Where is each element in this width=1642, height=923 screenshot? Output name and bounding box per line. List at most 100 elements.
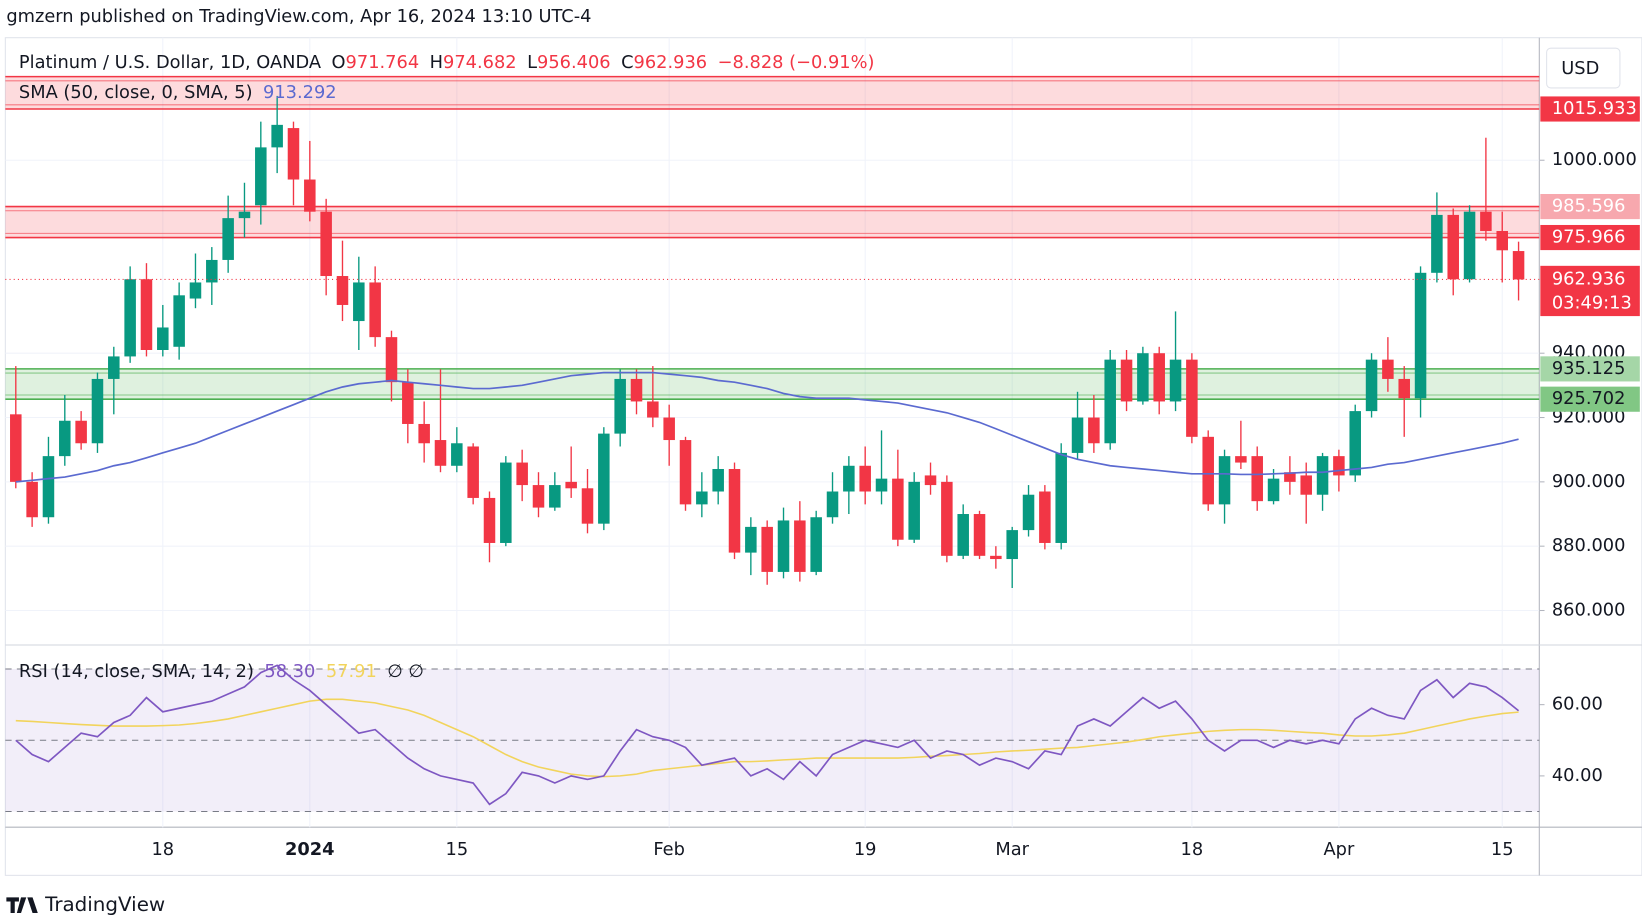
candle-body xyxy=(875,478,888,492)
candle-body xyxy=(1267,478,1280,502)
candle-body xyxy=(1300,475,1312,495)
candle-body xyxy=(238,211,251,219)
candle-body xyxy=(1022,494,1035,531)
candle-body xyxy=(745,526,757,553)
candle-body xyxy=(157,327,169,350)
y-tick-label: 860.000 xyxy=(1552,600,1626,621)
price-label-box xyxy=(1540,224,1640,251)
candle-body xyxy=(1512,251,1525,280)
price-label-box xyxy=(1540,96,1640,122)
candle-body xyxy=(222,218,234,260)
legend-key: O xyxy=(332,52,346,73)
candle-body xyxy=(402,382,414,424)
rsi-legend: RSI (14, close, SMA, 14, 2) 58.30 57.91 ∅ ∅ xyxy=(19,661,424,682)
candle-body xyxy=(418,423,430,444)
currency-button[interactable] xyxy=(1546,47,1621,89)
candle-body xyxy=(516,462,528,486)
rsi-line xyxy=(15,664,1520,806)
price-label: 985.596 xyxy=(1552,196,1626,217)
candle-body xyxy=(483,497,496,543)
rsi-legend-title: RSI (14, close, SMA, 14, 2) xyxy=(19,661,254,682)
candle-body xyxy=(973,514,986,556)
zone xyxy=(5,368,1540,400)
candle-body xyxy=(1365,359,1378,412)
published-note: gmzern published on TradingView.com, Apr… xyxy=(6,6,591,27)
y-tick-label: 1000.000 xyxy=(1552,149,1637,170)
candle-body xyxy=(500,462,512,543)
footer: TradingView xyxy=(6,893,165,916)
candle-body xyxy=(1398,378,1410,399)
x-tick-label: 15 xyxy=(1491,839,1514,860)
candle-body xyxy=(647,401,659,418)
x-tick-label: Apr xyxy=(1323,839,1354,860)
price-label: 925.702 xyxy=(1552,388,1626,409)
candle-body xyxy=(630,378,643,402)
candle-body xyxy=(42,456,55,518)
candle-body xyxy=(924,475,937,486)
candle-body xyxy=(1088,417,1100,444)
candle-body xyxy=(140,279,153,350)
candle-body xyxy=(892,478,904,540)
candle-body xyxy=(1349,411,1361,476)
candle-body xyxy=(859,465,871,492)
sma-line xyxy=(15,371,1519,483)
y-tick-label: 880.000 xyxy=(1552,535,1626,556)
rsi-signal-line xyxy=(15,698,1519,778)
candle-body xyxy=(1414,272,1427,399)
candle-body xyxy=(1120,359,1133,402)
candle-body xyxy=(189,282,202,299)
legend: SMA (50, close, 0, SMA, 5) 913.292 xyxy=(19,82,337,103)
candle-body xyxy=(108,356,120,379)
candle-body xyxy=(451,443,463,466)
candle-body xyxy=(467,446,479,498)
candle-body xyxy=(336,276,349,305)
currency-label[interactable]: USD xyxy=(1561,58,1599,79)
legend-key: H xyxy=(430,52,443,73)
legend-value: 962.936 xyxy=(634,52,708,73)
candle-body xyxy=(1202,436,1214,505)
candle-body xyxy=(908,481,920,540)
candle-body xyxy=(1071,417,1084,453)
candle-body xyxy=(1463,211,1476,280)
rsi-extra: ∅ ∅ xyxy=(387,661,424,682)
legend: Platinum / U.S. Dollar, 1D, OANDA O971.76… xyxy=(19,52,875,73)
candle-body xyxy=(663,417,675,441)
brand-logo xyxy=(6,897,38,914)
x-tick-label: 18 xyxy=(151,839,174,860)
candle-body xyxy=(1006,530,1018,560)
candle-body xyxy=(532,485,545,508)
price-axis: USD 860.000880.000900.000920.000940.0001… xyxy=(151,47,1640,860)
candle-body xyxy=(598,433,610,524)
candle-body xyxy=(712,468,724,492)
candle-body xyxy=(565,481,577,489)
candle-body xyxy=(75,420,87,444)
candle-body xyxy=(173,295,185,347)
countdown: 03:49:13 xyxy=(1552,293,1632,314)
candle-body xyxy=(1431,214,1443,273)
candle-body xyxy=(1284,472,1296,482)
candle-body xyxy=(320,211,332,277)
candle-body xyxy=(385,337,398,383)
candle-body xyxy=(1039,491,1051,543)
legend-symbol: Platinum / U.S. Dollar, 1D, OANDA xyxy=(19,52,322,73)
candle-body xyxy=(434,440,447,466)
sma-value: 913.292 xyxy=(263,82,337,103)
candles xyxy=(10,95,1525,588)
candle-body xyxy=(1251,456,1263,502)
x-tick-label: 2024 xyxy=(285,839,335,860)
candle-body xyxy=(26,481,38,518)
rsi-signal-value: 57.91 xyxy=(326,661,377,682)
candle-body xyxy=(679,440,692,505)
candle-body xyxy=(287,128,300,180)
price-label-box xyxy=(1540,356,1640,382)
candle-body xyxy=(271,124,283,148)
candle-body xyxy=(957,514,969,556)
candle-body xyxy=(549,485,561,508)
candle-body xyxy=(810,517,822,572)
legend-value: 974.682 xyxy=(443,52,517,73)
overlay: Platinum / U.S. Dollar, 1D, OANDA O971.76… xyxy=(5,52,1540,483)
legend-key: L xyxy=(527,52,537,73)
rsi-tick-label: 40.00 xyxy=(1552,765,1603,786)
